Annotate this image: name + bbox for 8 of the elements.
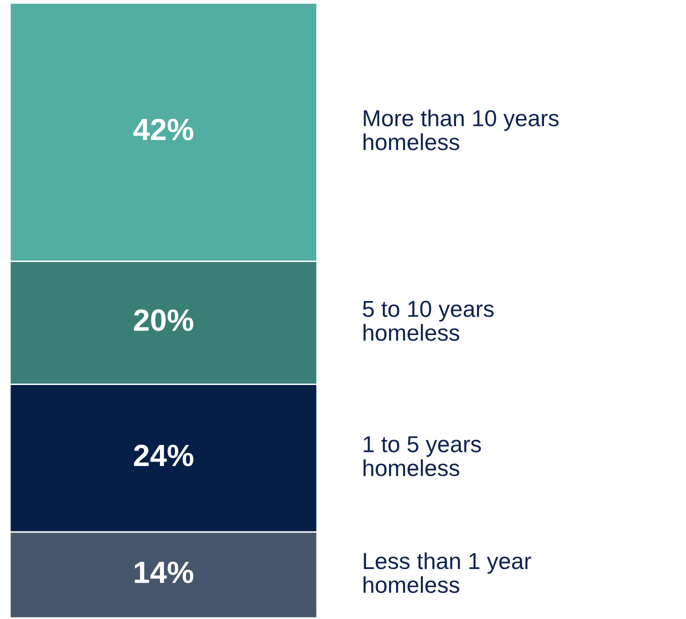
text: 5 to 10 years homeless xyxy=(362,300,494,341)
text: More than 10 years homeless xyxy=(364,110,559,150)
text: Less than 1 year homeless xyxy=(364,552,532,594)
data-label: 14% xyxy=(134,562,194,584)
data-label: 20% xyxy=(134,309,194,331)
data-label: 42% xyxy=(133,118,194,140)
data-label: 24% xyxy=(134,444,194,466)
text: 1 to 5 years homeless xyxy=(364,436,481,476)
